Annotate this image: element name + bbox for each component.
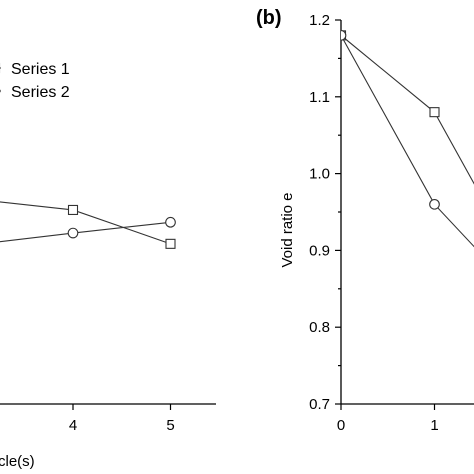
legend-entry-label: Series 2 [11, 84, 70, 101]
panel-a-x-tick-label: 4 [69, 417, 77, 434]
panel-b-y-tick-label: 1.0 [309, 166, 330, 183]
panel-a-x-axis-title: cle(s) [0, 453, 35, 470]
panel-b-series-2-point [429, 198, 440, 210]
panel-a-series-1-point [67, 204, 79, 216]
panel-b-series-2-line [341, 35, 474, 248]
panel-b-y-tick-label: 1.2 [309, 12, 330, 29]
panel-a-plot-area [0, 201, 176, 249]
panel-a-x-tick-label: 5 [166, 417, 174, 434]
panel-b-y-tick-label: 0.9 [309, 242, 330, 259]
panel-b-y-tick-label: 0.8 [309, 319, 330, 336]
panel-b-y-tick-label: 1.1 [309, 89, 330, 106]
panel-b-label: (b) [256, 7, 282, 29]
panel-b-x-tick-label: 1 [430, 417, 438, 434]
legend-entry-label: Series 1 [11, 61, 70, 78]
panel-a-series-1-point [165, 238, 176, 249]
panel-a-series-2-point [67, 227, 79, 239]
panel-a-series-2-line [0, 221, 171, 243]
panel-b-series-1-point [429, 107, 440, 118]
panel-a-legend: Series 1 Series 2 [0, 61, 70, 101]
panel-b-x-tick-label: 0 [337, 417, 345, 434]
panel-b-plot-area [341, 30, 474, 248]
panel-b-y-tick-label: 0.7 [309, 396, 330, 413]
panel-b-series-2-point [341, 30, 347, 41]
panel-a-series-1-line [0, 201, 171, 245]
panel-a-series-2-point [165, 216, 176, 228]
panel-b-y-axis-title: Void ratio e [279, 192, 296, 267]
panel-b-y-ticks: 0.7 0.8 0.9 1.0 1.1 1.2 [309, 12, 341, 413]
